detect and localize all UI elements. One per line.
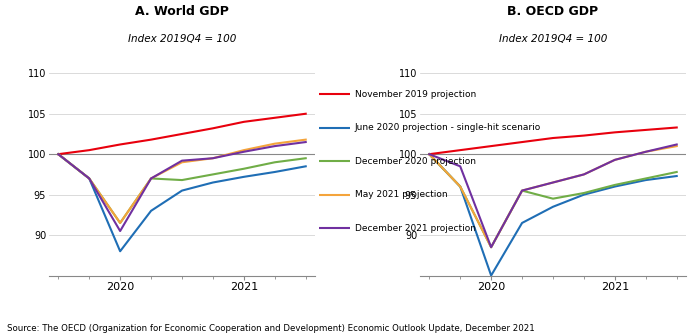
Text: Index 2019Q4 = 100: Index 2019Q4 = 100: [499, 34, 607, 44]
Text: May 2021 projection: May 2021 projection: [355, 191, 447, 199]
Text: December 2020 projection: December 2020 projection: [355, 157, 476, 166]
Text: June 2020 projection - single-hit scenario: June 2020 projection - single-hit scenar…: [355, 123, 541, 132]
Text: A. World GDP: A. World GDP: [135, 5, 229, 18]
Text: November 2019 projection: November 2019 projection: [355, 90, 476, 98]
Text: Index 2019Q4 = 100: Index 2019Q4 = 100: [128, 34, 236, 44]
Text: December 2021 projection: December 2021 projection: [355, 224, 476, 233]
Text: Source: The OECD (Organization for Economic Cooperation and Development) Economi: Source: The OECD (Organization for Econo…: [7, 324, 535, 333]
Text: B. OECD GDP: B. OECD GDP: [508, 5, 598, 18]
